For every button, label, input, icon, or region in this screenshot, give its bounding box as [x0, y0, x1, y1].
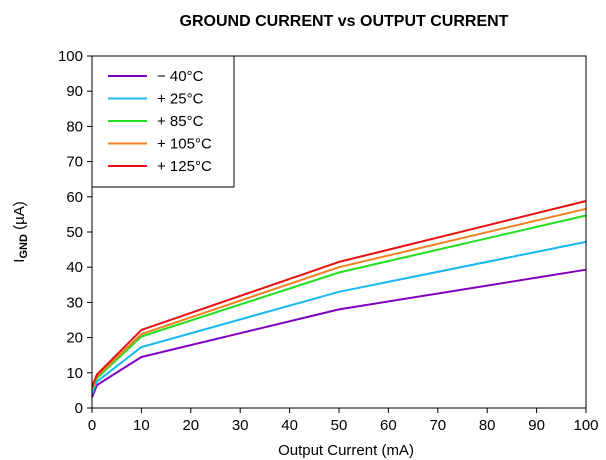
y-axis-label: IGND (µA) — [11, 201, 30, 262]
x-axis-label: Output Current (mA) — [278, 442, 414, 459]
x-tick-label: 0 — [88, 417, 96, 434]
x-tick-label: 40 — [281, 417, 298, 434]
x-tick-label: 20 — [182, 417, 199, 434]
series-line-1 — [91, 240, 587, 395]
y-tick-label: 40 — [66, 259, 83, 276]
y-tick-label: 90 — [66, 83, 83, 100]
series-line-4 — [91, 200, 587, 388]
chart-title: GROUND CURRENT vs OUTPUT CURRENT — [180, 13, 509, 30]
y-tick-label: 80 — [66, 118, 83, 135]
y-tick-label: 70 — [66, 154, 83, 171]
plot-frame — [91, 55, 587, 409]
x-tick-label: 100 — [573, 417, 598, 434]
y-tick-label: 50 — [66, 224, 83, 241]
x-tick-label: 90 — [528, 417, 545, 434]
series-line-2 — [91, 214, 587, 391]
legend-label-3: + 105°C — [157, 136, 212, 153]
series-line-0 — [91, 268, 587, 398]
legend-label-4: + 125°C — [157, 158, 212, 175]
legend-label-2: + 85°C — [157, 113, 204, 130]
x-tick-label: 30 — [232, 417, 249, 434]
y-tick-label: 20 — [66, 330, 83, 347]
x-axis-ticks: 0 10 20 30 40 50 60 70 80 90 100 — [88, 408, 599, 434]
x-tick-label: 10 — [133, 417, 150, 434]
y-tick-label: 30 — [66, 294, 83, 311]
series-line-3 — [91, 207, 587, 389]
x-tick-label: 80 — [479, 417, 496, 434]
y-axis-label-unit: (µA) — [11, 201, 28, 234]
y-tick-label: 0 — [75, 400, 83, 417]
y-tick-label: 10 — [66, 365, 83, 382]
legend-label-1: + 25°C — [157, 91, 204, 108]
y-axis-label-main: I — [11, 259, 28, 263]
x-tick-label: 70 — [429, 417, 446, 434]
x-tick-label: 50 — [331, 417, 348, 434]
x-tick-label: 60 — [380, 417, 397, 434]
legend-label-0: − 40°C — [157, 68, 204, 85]
y-tick-label: 60 — [66, 189, 83, 206]
y-axis-ticks: 0 10 20 30 40 50 60 70 80 90 100 — [58, 48, 92, 417]
y-tick-label: 100 — [58, 48, 83, 65]
y-axis-label-subscript: GND — [18, 234, 30, 259]
legend: − 40°C + 25°C + 85°C + 105°C + 125°C — [91, 55, 235, 188]
series-lines — [91, 200, 587, 398]
